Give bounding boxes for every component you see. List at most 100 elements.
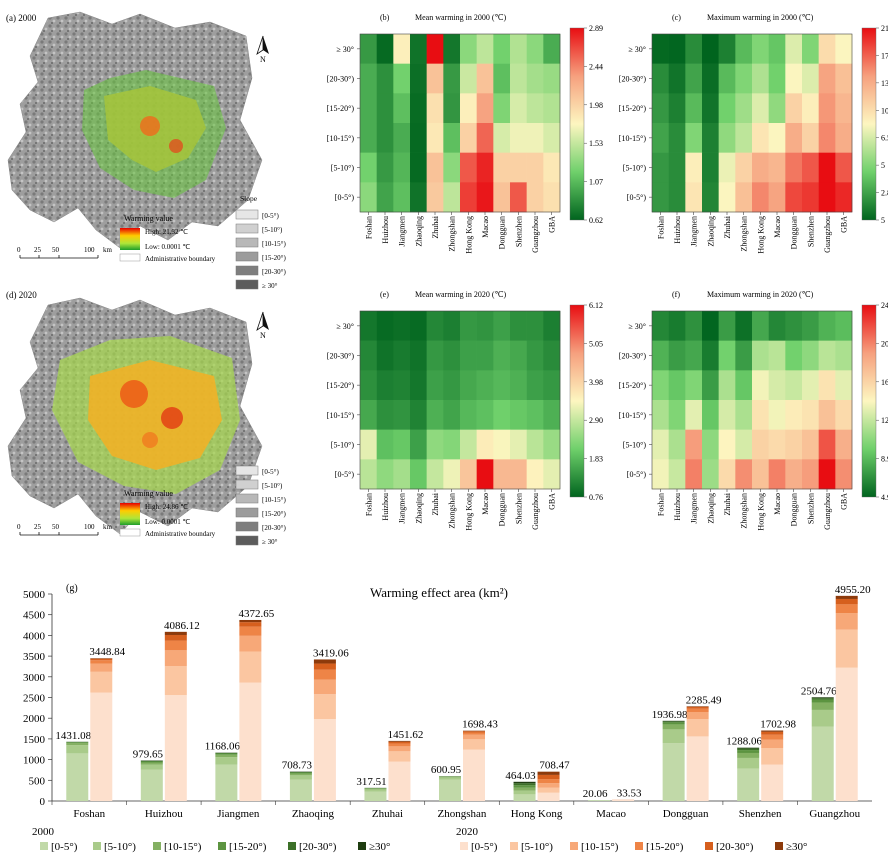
heatmap-cell [510,93,527,124]
heatmap-cell [802,123,819,153]
bar-segment [140,761,163,763]
heatmap-cell [718,152,736,183]
heatmap-cell [802,34,819,64]
slope-swatch [235,265,259,276]
bar-segment [388,741,411,744]
bar-segment [537,771,560,775]
heatmap-cell [668,340,686,371]
bar-segment [537,774,560,780]
warming-legend-title: Warming value [124,214,173,223]
heatmap-cell [443,400,461,430]
legend-label: [20-30°) [716,841,754,853]
bar-segment [439,777,461,780]
bar-segment [313,663,336,670]
heatmap-cell [735,34,753,64]
warming-gradient [120,228,140,250]
heatmap-cell [702,340,719,371]
legend-label: [0-5°) [51,841,78,853]
heatmap-cell [493,400,511,430]
bar-segment [662,743,685,801]
heatmap-cell [510,63,527,94]
heatmap-cell [526,123,544,153]
heatmap-cell [393,340,411,371]
colorbar-tick-label: 13.95 [881,79,888,88]
slope-class-label: ≥ 30° [262,538,278,546]
y-tick-label: 2000 [23,713,46,725]
heatmap-cell [718,400,736,430]
y-tick-label: 0 [40,796,46,808]
heatmap-cell [376,311,394,341]
bar-segment [811,698,834,700]
heatmap-cell [393,93,411,124]
heatmap-cell [460,93,477,124]
bar-segment [737,750,760,753]
admin-boundary-label: Administrative boundary [145,255,216,263]
heatmap-cell [718,93,736,124]
heatmap-cell [526,340,544,371]
colorbar-tick-label: 20.90 [881,339,888,348]
heatmap-cell [543,152,561,183]
heatmap-cell [685,34,703,64]
x-tick-label: Dongguan [498,216,507,249]
heatmap-cell [702,93,719,124]
heatmap-cell [668,93,686,124]
heatmap-cell [376,340,394,371]
x-tick-label: Macao [596,808,626,820]
heatmap-cell [543,63,561,94]
heatmap-cell [493,459,511,490]
x-tick-label: Foshan [364,216,373,239]
heatmap-cell [526,311,544,341]
heatmap-cell [360,459,377,490]
x-tick-label: Hong Kong [756,216,765,254]
scale-tick: 0 [17,246,21,254]
colorbar-tick-label: 2.89 [589,24,603,33]
y-tick-label: [10-15°) [619,411,647,420]
heatmap-cell [818,182,836,213]
bar-segment [66,743,89,746]
slope-class-label: [15-20°) [262,510,286,518]
bar-segment [835,613,858,630]
data-label: 4372.65 [238,608,274,620]
heatmap-cell [718,34,736,64]
data-label: 4086.12 [164,620,200,632]
heatmap-cell [718,63,736,94]
y-tick-label: 1500 [23,734,46,746]
y-tick-label: 3500 [23,651,46,663]
map-d-label: (d) 2020 [6,290,37,300]
y-tick-label: [10-15°) [327,411,355,420]
heatmap-cell [443,459,461,490]
heatmap-cell [685,152,703,183]
bar-segment [662,724,685,730]
x-tick-label: Shenzhen [806,493,815,524]
x-tick-label: Macao [481,493,490,515]
heatmap-cell [476,123,494,153]
map-d-hotspot [161,407,183,429]
heatmap-cell [785,400,803,430]
bar-segment [439,779,461,801]
heatmap-cell [752,182,769,213]
slope-swatch [235,209,259,220]
legend-label: ≥30° [786,841,807,853]
x-tick-label: Dongguan [498,493,507,526]
bar-segment [239,682,262,801]
x-tick-label: Foshan [656,493,665,516]
heatmap-cell [768,340,786,371]
heatmap-cell [393,459,411,490]
heatmap-cell [668,370,686,401]
map-panel-d: (d) 2020 N [0-5°) [5-10°) [10-15°) [15-2… [6,290,286,546]
heatmap-cell [476,340,494,371]
heatmap-cell [702,63,719,94]
colorbar-tick-label: 4.90 [881,493,888,502]
panel-label: (e) [380,290,389,299]
bar-segment [66,753,89,801]
bar-segment [537,787,560,793]
y-tick-label: [0-5°) [627,470,647,479]
x-tick-label: Huizhou [673,493,682,521]
data-label: 708.47 [539,760,570,772]
y-tick-label: [20-30°) [619,75,647,84]
data-label: 600.95 [431,764,462,776]
bar-segment [761,734,784,740]
scale-tick: 50 [52,246,60,254]
heatmap-cell [652,93,669,124]
heatmap-cell [410,340,427,371]
